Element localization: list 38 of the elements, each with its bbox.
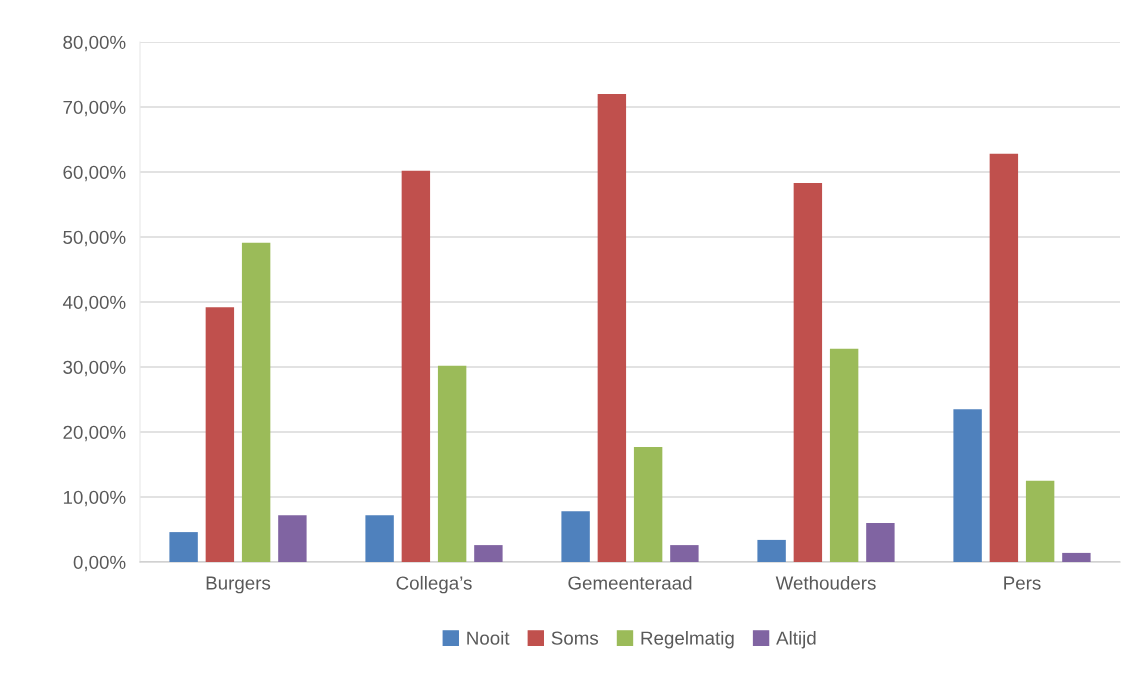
bar [670, 545, 699, 562]
bar [474, 545, 503, 562]
bar [241, 242, 271, 562]
bar [205, 307, 235, 562]
bar [401, 170, 431, 562]
y-tick-label: 50,00% [63, 230, 126, 247]
bar [793, 183, 823, 562]
bar [757, 539, 786, 562]
bar [989, 153, 1019, 562]
bar [829, 348, 859, 562]
y-tick-label: 60,00% [63, 165, 126, 182]
y-tick-label: 20,00% [63, 425, 126, 442]
bar [278, 515, 307, 562]
y-tick-label: 0,00% [73, 555, 126, 572]
bar [597, 94, 627, 562]
bar [561, 511, 590, 562]
bar [1025, 480, 1055, 562]
legend-label: Nooit [467, 630, 510, 645]
bar [633, 446, 663, 562]
x-tick-label: Gemeenteraad [568, 575, 692, 590]
bar [365, 515, 394, 562]
y-tick-label: 30,00% [63, 360, 126, 377]
bar [1062, 552, 1091, 562]
bar [437, 365, 467, 562]
bar [866, 523, 895, 562]
y-tick-label: 70,00% [63, 100, 126, 117]
y-tick-label: 10,00% [63, 490, 126, 507]
legend-label: Soms [551, 631, 599, 645]
x-tick-label: Pers [1004, 576, 1041, 590]
x-tick-label: Burgers [206, 576, 271, 594]
y-tick-label: 40,00% [62, 295, 126, 312]
x-tick-label: Collega’s [396, 575, 472, 594]
bar [169, 532, 198, 562]
legend-label: Altijd [776, 630, 816, 649]
x-tick-label: Wethouders [775, 575, 876, 590]
bar [953, 409, 982, 562]
legend-label: Regelmatig [641, 630, 734, 649]
y-tick-label: 80,00% [63, 35, 126, 52]
